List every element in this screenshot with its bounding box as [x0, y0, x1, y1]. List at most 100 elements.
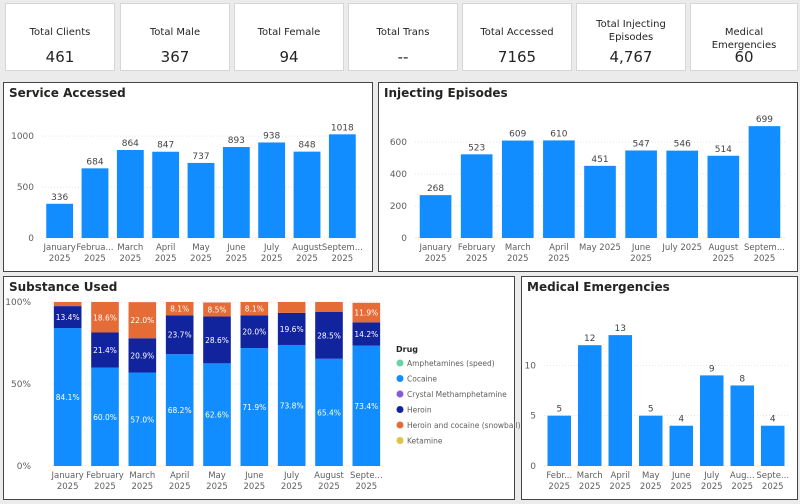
- legend-entry: Heroin: [407, 406, 432, 415]
- x-tick-label: 2025: [190, 254, 212, 264]
- x-tick-label: March: [577, 471, 603, 481]
- data-label: 1018: [331, 123, 354, 133]
- x-tick-label: June: [226, 243, 246, 253]
- kpi-card-total-female: Total Female 94: [234, 3, 344, 71]
- legend-swatch: [396, 421, 404, 429]
- data-label: 73.8%: [280, 401, 304, 410]
- kpi-label: Total Injecting Episodes: [596, 19, 666, 43]
- bar-segment: [53, 302, 82, 307]
- bar-segment: [277, 312, 306, 345]
- x-tick-label: 2025: [120, 254, 142, 264]
- bar: [258, 142, 286, 238]
- bar: [46, 203, 74, 238]
- y-tick-label: 500: [17, 183, 34, 193]
- bar: [547, 415, 571, 466]
- x-tick-label: July 2025: [661, 243, 702, 253]
- x-tick-label: Septe...: [756, 471, 789, 481]
- kpi-value: 367: [160, 48, 190, 66]
- x-tick-label: February: [458, 243, 496, 253]
- x-tick-label: June: [631, 243, 651, 253]
- x-tick-label: 2025: [155, 254, 177, 264]
- bar-segment: [240, 348, 269, 466]
- y-tick-label: 400: [390, 170, 407, 180]
- data-label: 19.6%: [280, 325, 304, 334]
- bar: [187, 162, 215, 238]
- data-label: 609: [509, 130, 526, 140]
- kpi-card-total-accessed: Total Accessed 7165: [462, 3, 572, 71]
- x-tick-label: 2025: [579, 482, 601, 492]
- bar: [460, 154, 493, 238]
- data-label: 893: [228, 136, 245, 146]
- data-label: 9: [709, 364, 715, 374]
- x-tick-label: 2025: [356, 482, 378, 492]
- chart-title: Service Accessed: [9, 86, 126, 100]
- y-tick-label: 0%: [17, 462, 32, 472]
- bar-segment: [277, 302, 306, 313]
- bar-segment: [165, 315, 194, 355]
- bar: [419, 195, 452, 238]
- data-label: 5: [556, 405, 562, 415]
- bar-segment: [240, 315, 269, 349]
- bar-segment: [91, 332, 119, 368]
- legend-entry: Heroin and cocaine (snowball): [407, 421, 521, 430]
- kpi-card-medical-emergencies: Medical Emergencies 60: [690, 3, 798, 71]
- x-tick-label: 2025: [318, 482, 340, 492]
- data-label: 610: [550, 129, 567, 139]
- bar: [81, 168, 109, 238]
- x-tick-label: 2025: [57, 482, 79, 492]
- data-label: 84.1%: [56, 393, 80, 402]
- data-label: 684: [86, 157, 103, 167]
- data-label: 73.4%: [354, 402, 378, 411]
- x-tick-label: 2025: [548, 254, 570, 264]
- x-tick-label: 2025: [169, 482, 191, 492]
- x-tick-label: Februa...: [76, 243, 113, 253]
- y-tick-label: 0: [401, 234, 407, 244]
- data-label: 5: [648, 405, 654, 415]
- bar: [639, 415, 663, 466]
- x-tick-label: 2025: [261, 254, 283, 264]
- data-label: 8.1%: [170, 305, 189, 314]
- kpi-card-total-trans: Total Trans --: [348, 3, 458, 71]
- bar: [707, 155, 740, 238]
- x-tick-label: May 2025: [579, 243, 621, 253]
- data-label: 62.6%: [205, 411, 229, 420]
- x-tick-label: 2025: [507, 254, 529, 264]
- x-tick-label: 2025: [670, 482, 692, 492]
- bar: [669, 425, 693, 466]
- x-tick-label: July: [263, 243, 279, 253]
- data-label: 13: [615, 324, 626, 334]
- x-tick-label: July: [703, 471, 719, 481]
- kpi-card-total-injecting-episodes: Total Injecting Episodes 4,767: [576, 3, 686, 71]
- service-accessed-panel: Service Accessed 0 500 1000 336 January 2025 6…: [3, 82, 373, 272]
- kpi-value: 7165: [497, 48, 537, 66]
- substance-used-panel: Substance Used 0% 50% 100% 84.1% 13.4% Januar…: [3, 276, 521, 500]
- bar-segment: [165, 354, 194, 466]
- bar-segment: [352, 345, 381, 466]
- bar: [625, 150, 657, 238]
- bar: [328, 134, 356, 238]
- bar: [293, 151, 321, 238]
- x-tick-label: January: [51, 471, 84, 481]
- bar-segment: [240, 302, 269, 316]
- bar-segment: [315, 312, 343, 359]
- kpi-label: Total Trans: [376, 27, 430, 38]
- data-label: 18.6%: [93, 313, 117, 322]
- bar-segment: [352, 302, 381, 323]
- data-label: 8.1%: [245, 305, 264, 314]
- bar-segment: [315, 302, 343, 313]
- medical-emergencies-chart: 05105Febr...202512March202513April20255M…: [525, 324, 790, 492]
- x-tick-label: June: [671, 471, 691, 481]
- data-label: 13.4%: [56, 313, 80, 322]
- data-label: 22.0%: [130, 316, 154, 325]
- data-label: 938: [263, 131, 280, 141]
- x-tick-label: May: [192, 243, 210, 253]
- y-tick-label: 200: [390, 202, 407, 212]
- kpi-value: 94: [279, 48, 299, 66]
- kpi-label: Total Accessed: [480, 27, 554, 38]
- kpi-value: 461: [45, 48, 75, 66]
- data-label: 847: [157, 141, 174, 151]
- kpi-value: 4,767: [609, 48, 653, 66]
- x-tick-label: 2025: [548, 482, 570, 492]
- data-label: 864: [122, 139, 139, 149]
- legend-swatch: [396, 390, 404, 398]
